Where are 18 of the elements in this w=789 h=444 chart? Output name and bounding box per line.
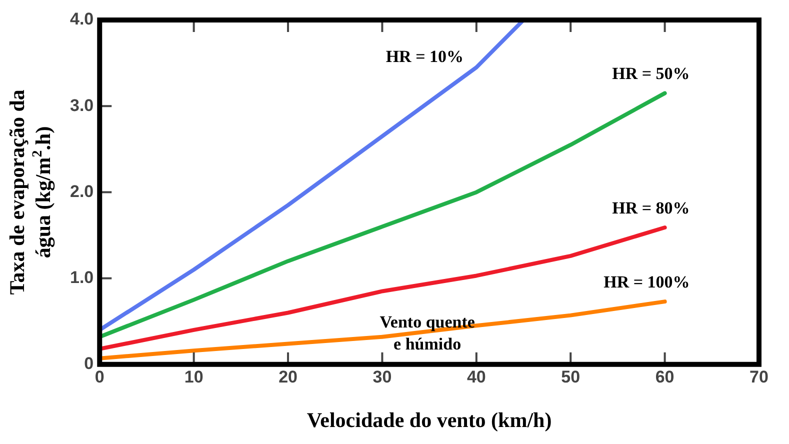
x-tick-label: 20: [278, 367, 298, 386]
y-tick-label: 0: [84, 354, 94, 374]
y-tick-label: 4.0: [70, 10, 94, 29]
x-tick-label: 60: [655, 367, 674, 386]
x-tick-label: 70: [750, 367, 768, 386]
annotation: Vento quente e húmido: [380, 312, 476, 354]
y-tick-label: 2.0: [70, 182, 94, 201]
series-label: HR = 50%: [612, 64, 690, 84]
series-label: HR = 100%: [604, 272, 690, 292]
x-tick-label: 10: [184, 367, 204, 386]
x-tick-label: 40: [466, 367, 486, 386]
series-label: HR = 10%: [386, 47, 464, 66]
x-tick-label: 50: [561, 367, 580, 386]
x-tick-label: 30: [372, 367, 392, 386]
x-axis-title: Velocidade do vento (km/h): [306, 408, 552, 432]
series-label: HR = 80%: [612, 198, 690, 218]
y-tick-label: 1.0: [70, 268, 94, 287]
y-tick-label: 3.0: [70, 96, 94, 115]
